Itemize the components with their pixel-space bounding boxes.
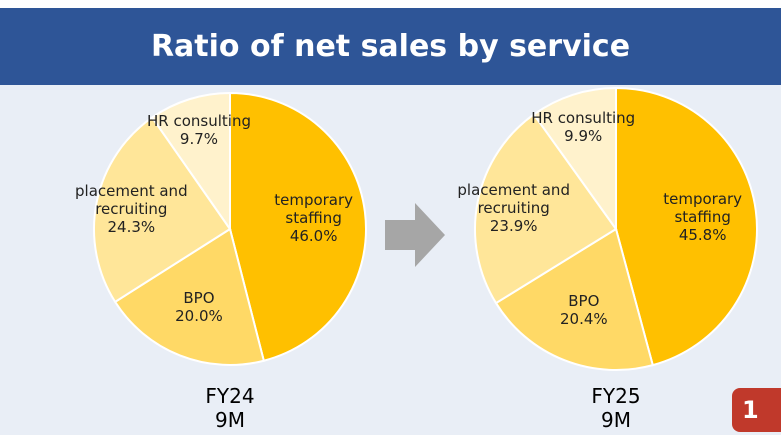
category-label: placement and recruiting	[75, 182, 188, 219]
pie-slice	[93, 116, 232, 304]
pie-slice	[474, 113, 618, 305]
pie-slice	[532, 86, 617, 233]
header: Ratio of net sales by service	[0, 8, 781, 85]
value-label: 9.9%	[564, 126, 603, 145]
arrow	[385, 203, 445, 267]
slice-label: temporary staffing 45.8%	[653, 190, 753, 244]
value-label: 46.0%	[289, 227, 338, 246]
slice-label: placement and recruiting 24.3%	[61, 182, 201, 236]
slice-label: temporary staffing 46.0%	[264, 191, 364, 245]
category-label: HR consulting	[531, 108, 636, 127]
slice-label: HR consulting 9.7%	[134, 112, 264, 148]
pie-slice	[494, 227, 655, 371]
category-label: BPO	[568, 292, 600, 311]
category-label: HR consulting	[147, 112, 251, 131]
page-number: 1	[732, 388, 781, 432]
pie-caption: FY24 9M	[205, 384, 255, 432]
slice-label: BPO 20.0%	[164, 289, 234, 325]
pie-caption: FY25 9M	[591, 384, 641, 432]
value-label: 9.7%	[179, 130, 219, 149]
slice-label: HR consulting 9.9%	[518, 109, 648, 145]
value-label: 23.9%	[489, 217, 538, 236]
value-label: 45.8%	[678, 226, 727, 245]
category-label: placement and recruiting	[457, 181, 570, 218]
slice-label: BPO 20.4%	[549, 292, 619, 328]
value-label: 20.0%	[175, 307, 223, 326]
value-label: 20.4%	[559, 310, 608, 329]
category-label: temporary staffing	[274, 191, 354, 228]
category-label: temporary staffing	[663, 190, 743, 227]
pie-slice	[615, 86, 758, 367]
pie-slice	[113, 227, 266, 366]
slice-label: placement and recruiting 23.9%	[444, 181, 584, 235]
top-strip	[0, 0, 781, 8]
value-label: 24.3%	[107, 218, 156, 237]
pie-slice	[229, 91, 367, 362]
category-label: BPO	[183, 289, 215, 308]
pie-slice	[150, 91, 231, 233]
